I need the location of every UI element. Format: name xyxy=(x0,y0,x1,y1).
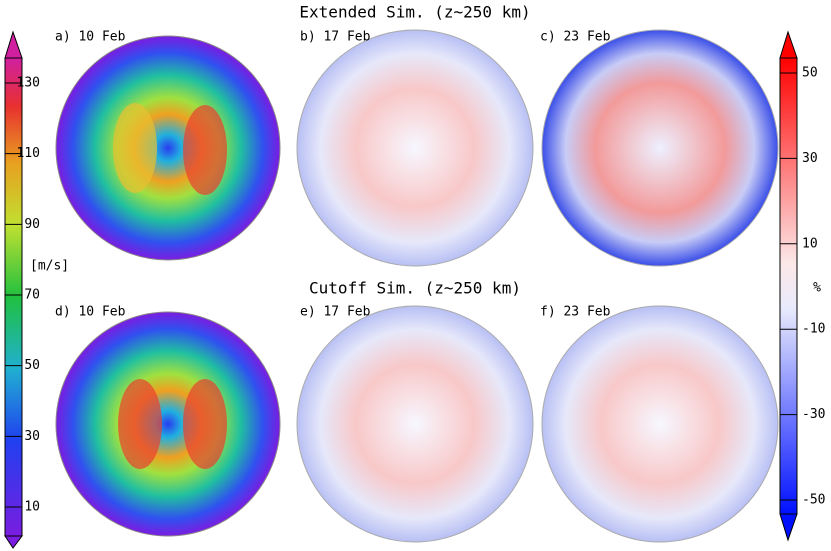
map-panel xyxy=(296,29,534,267)
colorbar-tick-label: 50 xyxy=(802,66,818,81)
colorbar-tick-label: 10 xyxy=(802,236,818,251)
colorbar-tick-label: 70 xyxy=(24,288,40,303)
colorbar-end xyxy=(779,30,798,59)
colorbar-tick-label: 110 xyxy=(17,146,40,161)
jet-blob xyxy=(118,379,162,469)
panel-label: f) 23 Feb xyxy=(540,305,611,320)
row-title: Cutoff Sim. (z~250 km) xyxy=(309,279,521,298)
jet-blob xyxy=(183,379,227,469)
map-panel xyxy=(541,305,779,543)
colorbar-tick-label: 130 xyxy=(17,76,40,91)
colorbar-tick-label: -10 xyxy=(802,322,825,337)
colorbar-tick-label: 30 xyxy=(24,429,40,444)
colorbar xyxy=(779,57,798,515)
map-panel xyxy=(55,35,281,261)
colorbar-end xyxy=(4,535,23,549)
colorbar-tick-label: 30 xyxy=(802,151,818,166)
colorbar-tick-label: 90 xyxy=(24,217,40,232)
map-panel xyxy=(541,29,779,267)
colorbar xyxy=(4,57,23,537)
colorbar-end xyxy=(779,513,798,542)
colorbar-tick-label: -30 xyxy=(802,407,825,422)
colorbar-label: [m/s] xyxy=(30,259,69,274)
map-panel xyxy=(296,305,534,543)
panel-label: c) 23 Feb xyxy=(540,30,611,45)
panel-label: b) 17 Feb xyxy=(300,30,371,45)
panel-label: e) 17 Feb xyxy=(300,305,371,320)
panel-label: a) 10 Feb xyxy=(55,30,126,45)
panel-label: d) 10 Feb xyxy=(55,305,126,320)
colorbar-tick-label: -50 xyxy=(802,493,825,508)
colorbar-tick-label: 50 xyxy=(24,358,40,373)
jet-blob xyxy=(113,103,157,193)
row-title: Extended Sim. (z~250 km) xyxy=(299,3,530,22)
map-panel xyxy=(55,311,281,537)
colorbar-label: % xyxy=(813,281,821,296)
colorbar-tick-label: 10 xyxy=(24,500,40,515)
jet-blob xyxy=(183,105,227,195)
colorbar-end xyxy=(4,30,23,59)
